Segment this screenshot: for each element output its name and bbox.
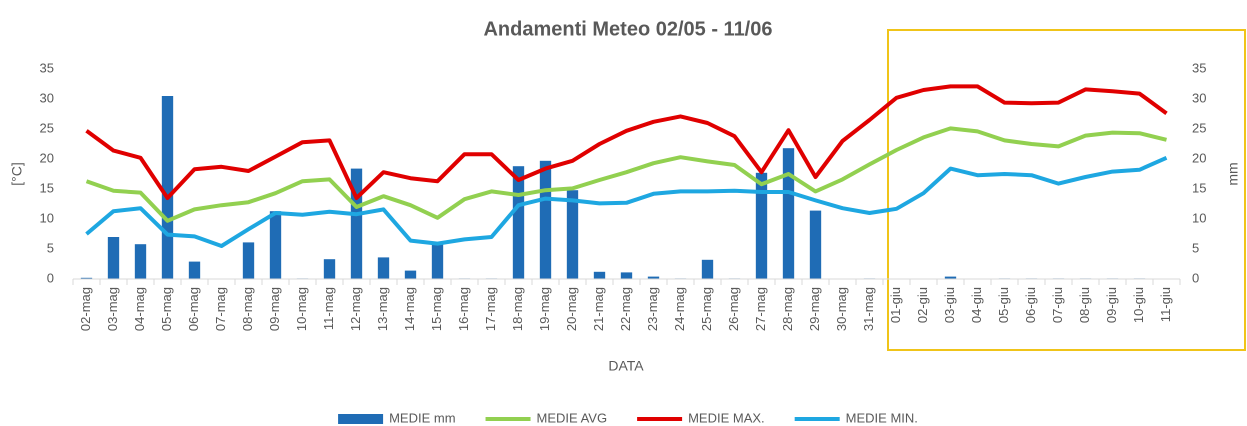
bar	[512, 166, 525, 279]
x-axis-label: DATA	[608, 358, 644, 374]
x-tick-label: 13-mag	[375, 287, 390, 331]
x-tick-label: 29-mag	[807, 287, 822, 331]
x-tick-label: 07-giu	[1050, 287, 1065, 323]
y2-tick-label: 25	[1192, 120, 1206, 135]
bar	[323, 259, 336, 279]
y2-tick-label: 15	[1192, 180, 1206, 195]
y2-tick-label: 0	[1192, 270, 1199, 285]
x-tick-label: 19-mag	[537, 287, 552, 331]
x-tick-label: 04-mag	[132, 287, 147, 331]
bar	[566, 190, 579, 279]
x-tick-label: 20-mag	[564, 287, 579, 331]
x-tick-label: 10-giu	[1131, 287, 1146, 323]
y2-tick-label: 20	[1192, 150, 1206, 165]
y-tick-label: 10	[40, 210, 54, 225]
bar	[350, 168, 363, 279]
x-tick-label: 11-mag	[321, 287, 336, 330]
y-tick-label: 0	[47, 270, 54, 285]
x-tick-label: 05-mag	[159, 287, 174, 331]
y-tick-label: 5	[47, 240, 54, 255]
x-tick-label: 28-mag	[780, 287, 795, 331]
bar	[782, 148, 795, 279]
bar	[701, 259, 714, 279]
x-tick-label: 27-mag	[753, 287, 768, 331]
x-tick-label: 09-mag	[267, 287, 282, 331]
line-series	[85, 155, 1168, 248]
bar	[188, 261, 201, 279]
legend-label: MEDIE AVG	[537, 410, 608, 425]
x-tick-label: 09-giu	[1104, 287, 1119, 323]
x-tick-label: 21-mag	[591, 287, 606, 331]
bar	[647, 276, 660, 279]
y2-axis-label: mm	[1225, 162, 1241, 185]
x-tick-label: 25-mag	[699, 287, 714, 331]
x-tick-label: 05-giu	[996, 287, 1011, 323]
x-tick-label: 03-mag	[105, 287, 120, 331]
y-tick-label: 35	[40, 60, 54, 75]
y-tick-label: 15	[40, 180, 54, 195]
line-series	[85, 84, 1168, 200]
x-tick-label: 04-giu	[969, 287, 984, 323]
y2-tick-label: 30	[1192, 90, 1206, 105]
x-tick-label: 18-mag	[510, 287, 525, 331]
x-tick-label: 06-giu	[1023, 287, 1038, 323]
x-tick-label: 31-mag	[861, 287, 876, 331]
y-tick-label: 20	[40, 150, 54, 165]
x-tick-label: 11-giu	[1158, 287, 1173, 322]
y-tick-label: 25	[40, 120, 54, 135]
x-tick-label: 02-giu	[915, 287, 930, 323]
bar	[242, 242, 255, 279]
bar	[944, 276, 957, 279]
x-tick-label: 08-giu	[1077, 287, 1092, 323]
y2-tick-label: 5	[1192, 240, 1199, 255]
bar	[80, 277, 93, 279]
bar	[755, 172, 768, 279]
bar	[161, 96, 174, 279]
y-tick-label: 30	[40, 90, 54, 105]
bar	[404, 270, 417, 279]
x-tick-label: 10-mag	[294, 287, 309, 331]
legend-label: MEDIE MIN.	[846, 410, 918, 425]
bar	[539, 160, 552, 279]
y2-tick-label: 35	[1192, 60, 1206, 75]
x-tick-label: 08-mag	[240, 287, 255, 331]
y2-tick-label: 10	[1192, 210, 1206, 225]
line-series	[85, 126, 1167, 223]
legend-swatch	[338, 414, 384, 424]
highlight-box	[887, 29, 1246, 351]
bar	[431, 243, 444, 279]
x-tick-label: 14-mag	[402, 287, 417, 331]
bar	[107, 237, 120, 279]
x-tick-label: 16-mag	[456, 287, 471, 331]
x-tick-label: 23-mag	[645, 287, 660, 331]
x-tick-label: 06-mag	[186, 287, 201, 331]
chart-title: Andamenti Meteo 02/05 - 11/06	[483, 18, 772, 40]
legend-label: MEDIE MAX.	[688, 410, 765, 425]
bar	[593, 271, 606, 279]
x-tick-label: 17-mag	[483, 287, 498, 331]
x-tick-label: 03-giu	[942, 287, 957, 323]
bar	[134, 244, 147, 279]
x-tick-label: 24-mag	[672, 287, 687, 331]
x-tick-label: 22-mag	[618, 287, 633, 331]
x-tick-label: 15-mag	[429, 287, 444, 331]
x-tick-label: 12-mag	[348, 287, 363, 331]
x-tick-label: 07-mag	[213, 287, 228, 331]
bar	[809, 210, 822, 279]
x-tick-label: 26-mag	[726, 287, 741, 331]
y-axis-label: [°C]	[9, 162, 25, 186]
bar	[377, 257, 390, 279]
bar	[269, 211, 282, 279]
x-tick-label: 02-mag	[78, 287, 93, 331]
legend-label: MEDIE mm	[389, 410, 455, 425]
x-tick-label: 30-mag	[834, 287, 849, 331]
x-tick-label: 01-giu	[888, 287, 903, 323]
bar	[620, 272, 633, 279]
